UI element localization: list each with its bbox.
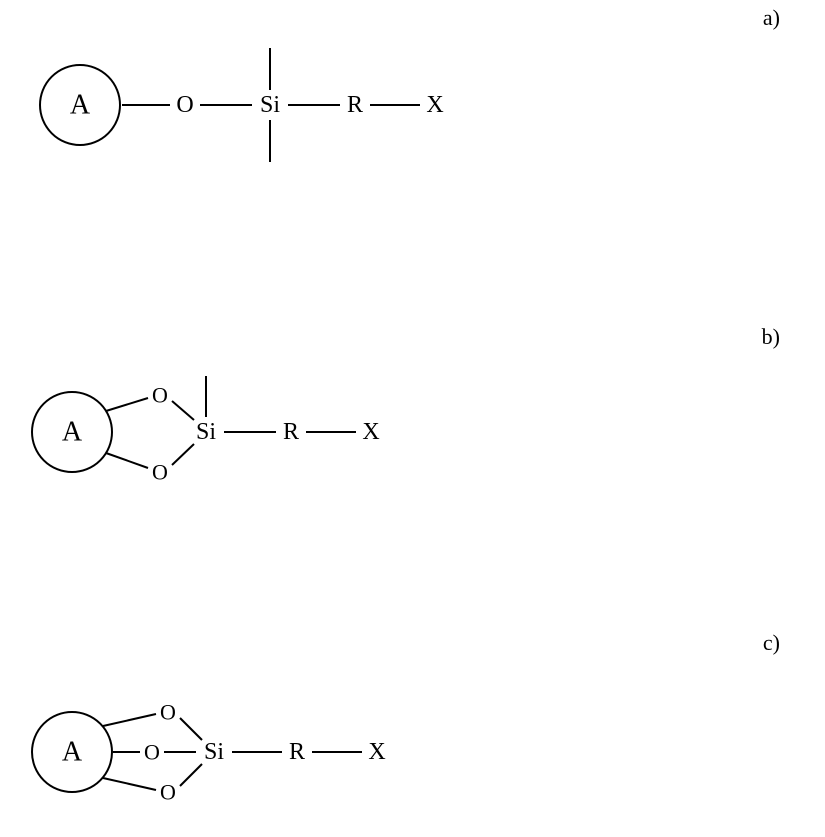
bond-c-Obot-Si (180, 764, 202, 786)
diagram-canvas: a) A O Si R X b) A O O Si R X c) A O O O… (0, 0, 825, 837)
atom-c-Si: Si (204, 739, 224, 765)
bond-c-A-Obot (103, 778, 156, 790)
label-b: b) (762, 324, 780, 349)
atom-c-A: A (62, 737, 83, 768)
bond-b-A-Obot (106, 453, 148, 468)
atom-c-R: R (289, 739, 305, 765)
atom-a-Si: Si (260, 92, 280, 118)
atom-c-O-mid: O (144, 740, 160, 765)
atom-b-Si: Si (196, 419, 216, 445)
chemical-structures-svg: a) A O Si R X b) A O O Si R X c) A O O O… (0, 0, 825, 837)
bond-c-Otop-Si (180, 718, 202, 740)
atom-b-O-bot: O (152, 460, 168, 485)
atom-a-R: R (347, 92, 363, 118)
atom-b-A: A (62, 417, 83, 448)
bond-c-A-Otop (103, 714, 156, 726)
atom-a-O: O (176, 92, 193, 118)
atom-b-R: R (283, 419, 299, 445)
atom-a-X: X (426, 92, 443, 118)
label-c: c) (763, 630, 780, 655)
label-a: a) (763, 5, 780, 30)
bond-b-Otop-Si (172, 401, 194, 420)
atom-b-X: X (362, 419, 379, 445)
atom-c-O-top: O (160, 700, 176, 725)
atom-c-O-bot: O (160, 780, 176, 805)
atom-a-A: A (70, 90, 91, 121)
atom-b-O-top: O (152, 383, 168, 408)
atom-c-X: X (368, 739, 385, 765)
bond-b-Obot-Si (172, 444, 194, 465)
bond-b-A-Otop (106, 398, 148, 411)
